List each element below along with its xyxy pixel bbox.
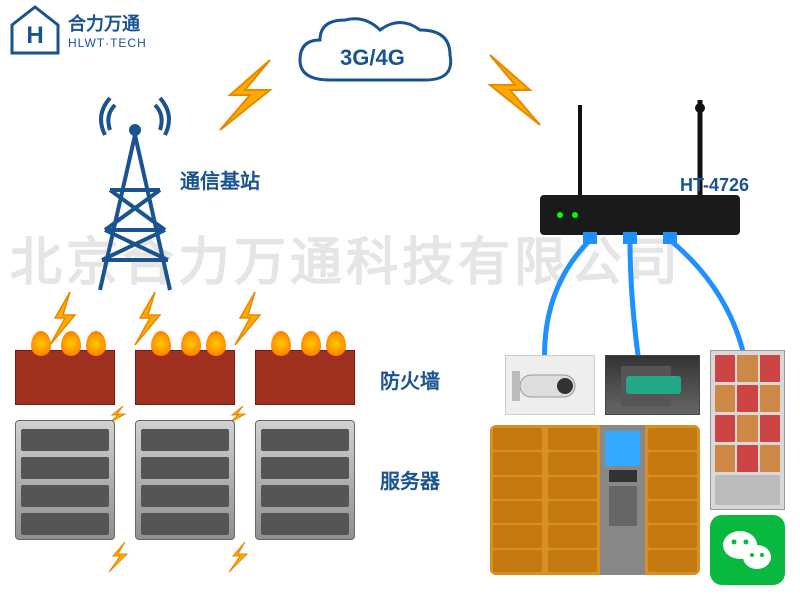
firewall-icon	[135, 350, 235, 405]
router-label: HT-4726	[680, 175, 749, 196]
firewall-row	[15, 350, 355, 405]
card-reader-icon	[605, 355, 700, 415]
server-icon	[15, 420, 115, 540]
logo-cn: 合力万通	[68, 10, 147, 36]
firewall-icon	[255, 350, 355, 405]
locker-kiosk	[600, 425, 645, 575]
firewall-icon	[15, 350, 115, 405]
server-label: 服务器	[380, 465, 440, 494]
cloud-label: 3G/4G	[340, 45, 405, 71]
svg-text:H: H	[26, 22, 43, 49]
bolt-icon	[225, 540, 255, 575]
cell-tower-icon	[50, 90, 220, 300]
bolt-icon	[105, 540, 135, 575]
logo-icon: H	[10, 5, 60, 55]
company-logo: H 合力万通 HLWT·TECH	[10, 5, 147, 55]
ip-camera-icon	[505, 355, 595, 415]
logo-en: HLWT·TECH	[68, 36, 147, 50]
server-row	[15, 420, 355, 540]
server-icon	[255, 420, 355, 540]
wechat-icon	[710, 515, 785, 585]
vending-machine-icon	[710, 350, 785, 510]
firewall-label: 防火墙	[380, 365, 440, 394]
server-icon	[135, 420, 235, 540]
bolt-icon	[230, 290, 270, 350]
smart-locker-icon	[490, 425, 700, 575]
tower-label: 通信基站	[180, 165, 260, 194]
